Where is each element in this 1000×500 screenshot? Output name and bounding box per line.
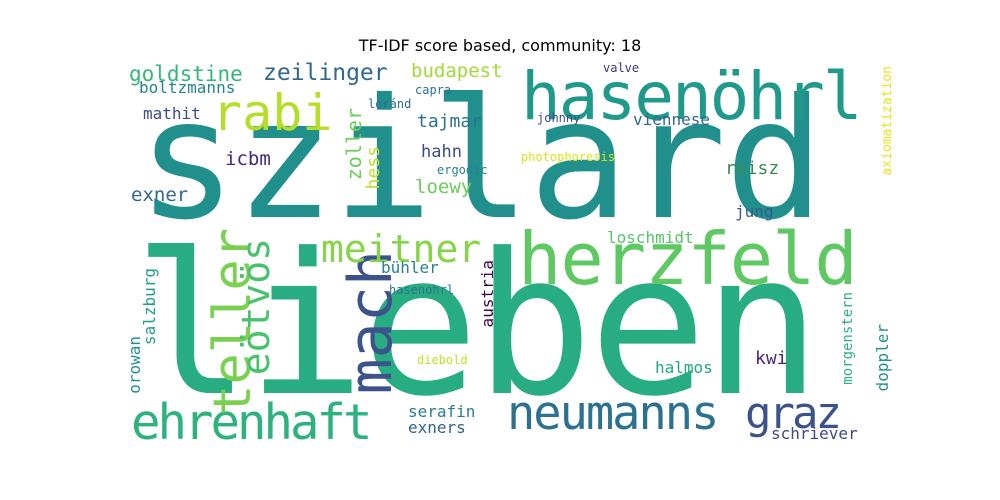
word: viennese xyxy=(633,110,711,129)
word: budapest xyxy=(411,60,503,82)
word: hahn xyxy=(421,142,462,162)
word: exner xyxy=(131,184,189,206)
word-cloud: szilard lieben hasenöhrl herzfeld neuman… xyxy=(125,60,900,448)
word: zeilinger xyxy=(263,60,388,86)
word: salzburg xyxy=(140,268,159,346)
word: capra xyxy=(415,83,452,97)
word: tajmar xyxy=(417,111,483,132)
word: loewy xyxy=(415,176,473,198)
word: doppler xyxy=(873,324,892,392)
word: photophoresis xyxy=(521,150,615,164)
word: goldstine xyxy=(129,62,243,86)
word: graz xyxy=(745,388,842,439)
word: zoller xyxy=(342,108,366,181)
word: hasenöhrl xyxy=(521,60,863,135)
word: loránd xyxy=(368,97,412,111)
word: reisz xyxy=(725,158,780,179)
word: morgenstern xyxy=(840,292,856,385)
word: austria xyxy=(478,260,497,328)
word: schriever xyxy=(771,424,858,443)
word: boltzmanns xyxy=(139,78,236,97)
word: exners xyxy=(408,418,466,437)
word: orowan xyxy=(125,336,144,394)
word: mathit xyxy=(143,104,201,123)
word: bühler xyxy=(381,258,439,277)
word: hess xyxy=(363,146,384,190)
word: ehrenhaft xyxy=(131,394,373,448)
word: ergodic xyxy=(437,163,488,177)
word: neumanns xyxy=(507,386,719,441)
word: valve xyxy=(603,61,640,75)
word: icbm xyxy=(225,148,271,170)
word: rabi xyxy=(212,84,333,142)
word: eötvös xyxy=(234,238,278,376)
word: serafin xyxy=(408,402,476,421)
word: herzfeld xyxy=(518,217,858,301)
word: johnny xyxy=(537,111,581,125)
word: hasenohrl xyxy=(389,283,455,297)
word: loschmidt xyxy=(607,228,694,247)
word: lieben xyxy=(133,212,821,440)
word: axiomatization xyxy=(880,66,895,176)
word: szilard xyxy=(137,64,825,257)
figure-title: TF-IDF score based, community: 18 xyxy=(358,36,642,55)
word: diebold xyxy=(417,353,468,367)
word: jung xyxy=(735,202,774,221)
word: meitner xyxy=(321,227,482,271)
word: halmos xyxy=(655,358,713,377)
word: kwi xyxy=(755,348,788,369)
